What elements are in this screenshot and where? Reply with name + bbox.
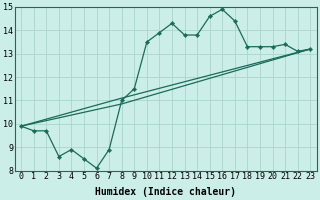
X-axis label: Humidex (Indice chaleur): Humidex (Indice chaleur) [95,186,236,197]
